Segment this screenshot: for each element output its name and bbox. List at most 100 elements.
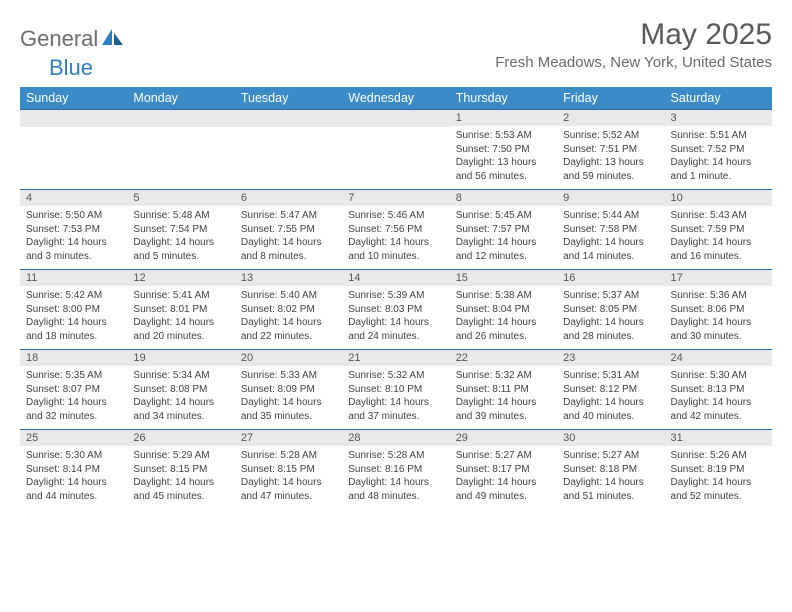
weekday-header: Sunday [20, 87, 127, 110]
sunrise-line: Sunrise: 5:50 AM [26, 209, 121, 223]
weekday-header: Tuesday [235, 87, 342, 110]
day-info: Sunrise: 5:46 AMSunset: 7:56 PMDaylight:… [342, 206, 449, 269]
sunset-line: Sunset: 8:11 PM [456, 383, 551, 397]
day-info: Sunrise: 5:42 AMSunset: 8:00 PMDaylight:… [20, 286, 127, 349]
daylight-line: Daylight: 14 hours and 42 minutes. [671, 396, 766, 423]
sunrise-line: Sunrise: 5:27 AM [456, 449, 551, 463]
daylight-line: Daylight: 14 hours and 22 minutes. [241, 316, 336, 343]
weekday-header: Wednesday [342, 87, 449, 110]
day-number: 5 [127, 190, 234, 206]
calendar-cell [235, 110, 342, 190]
day-info: Sunrise: 5:27 AMSunset: 8:18 PMDaylight:… [557, 446, 664, 509]
sunset-line: Sunset: 8:13 PM [671, 383, 766, 397]
sunrise-line: Sunrise: 5:26 AM [671, 449, 766, 463]
sunrise-line: Sunrise: 5:43 AM [671, 209, 766, 223]
daylight-line: Daylight: 14 hours and 20 minutes. [133, 316, 228, 343]
calendar-cell: 22Sunrise: 5:32 AMSunset: 8:11 PMDayligh… [450, 350, 557, 430]
daylight-line: Daylight: 14 hours and 24 minutes. [348, 316, 443, 343]
sunset-line: Sunset: 8:16 PM [348, 463, 443, 477]
sunrise-line: Sunrise: 5:27 AM [563, 449, 658, 463]
day-number: 27 [235, 430, 342, 446]
daylight-line: Daylight: 14 hours and 3 minutes. [26, 236, 121, 263]
calendar-cell: 14Sunrise: 5:39 AMSunset: 8:03 PMDayligh… [342, 270, 449, 350]
calendar-row: 4Sunrise: 5:50 AMSunset: 7:53 PMDaylight… [20, 190, 772, 270]
sunset-line: Sunset: 8:19 PM [671, 463, 766, 477]
sunrise-line: Sunrise: 5:48 AM [133, 209, 228, 223]
sunset-line: Sunset: 8:15 PM [133, 463, 228, 477]
day-info: Sunrise: 5:30 AMSunset: 8:13 PMDaylight:… [665, 366, 772, 429]
day-info: Sunrise: 5:35 AMSunset: 8:07 PMDaylight:… [20, 366, 127, 429]
daylight-line: Daylight: 14 hours and 16 minutes. [671, 236, 766, 263]
weekday-header: Saturday [665, 87, 772, 110]
sunrise-line: Sunrise: 5:36 AM [671, 289, 766, 303]
calendar-cell: 23Sunrise: 5:31 AMSunset: 8:12 PMDayligh… [557, 350, 664, 430]
daylight-line: Daylight: 14 hours and 28 minutes. [563, 316, 658, 343]
calendar-cell: 11Sunrise: 5:42 AMSunset: 8:00 PMDayligh… [20, 270, 127, 350]
daylight-line: Daylight: 14 hours and 8 minutes. [241, 236, 336, 263]
day-info: Sunrise: 5:30 AMSunset: 8:14 PMDaylight:… [20, 446, 127, 509]
day-info: Sunrise: 5:45 AMSunset: 7:57 PMDaylight:… [450, 206, 557, 269]
sunrise-line: Sunrise: 5:38 AM [456, 289, 551, 303]
day-number [20, 110, 127, 127]
day-info: Sunrise: 5:36 AMSunset: 8:06 PMDaylight:… [665, 286, 772, 349]
sunrise-line: Sunrise: 5:31 AM [563, 369, 658, 383]
sunrise-line: Sunrise: 5:28 AM [241, 449, 336, 463]
daylight-line: Daylight: 14 hours and 30 minutes. [671, 316, 766, 343]
day-number: 8 [450, 190, 557, 206]
sunrise-line: Sunrise: 5:33 AM [241, 369, 336, 383]
day-info: Sunrise: 5:38 AMSunset: 8:04 PMDaylight:… [450, 286, 557, 349]
daylight-line: Daylight: 13 hours and 59 minutes. [563, 156, 658, 183]
calendar-cell: 7Sunrise: 5:46 AMSunset: 7:56 PMDaylight… [342, 190, 449, 270]
sunrise-line: Sunrise: 5:40 AM [241, 289, 336, 303]
day-info: Sunrise: 5:44 AMSunset: 7:58 PMDaylight:… [557, 206, 664, 269]
day-number: 20 [235, 350, 342, 366]
day-info: Sunrise: 5:27 AMSunset: 8:17 PMDaylight:… [450, 446, 557, 509]
sunset-line: Sunset: 8:17 PM [456, 463, 551, 477]
calendar-cell: 29Sunrise: 5:27 AMSunset: 8:17 PMDayligh… [450, 430, 557, 510]
day-number: 29 [450, 430, 557, 446]
day-info: Sunrise: 5:32 AMSunset: 8:11 PMDaylight:… [450, 366, 557, 429]
sunset-line: Sunset: 8:01 PM [133, 303, 228, 317]
calendar-cell: 24Sunrise: 5:30 AMSunset: 8:13 PMDayligh… [665, 350, 772, 430]
weekday-header: Thursday [450, 87, 557, 110]
calendar-cell [20, 110, 127, 190]
sunset-line: Sunset: 7:50 PM [456, 143, 551, 157]
sunrise-line: Sunrise: 5:45 AM [456, 209, 551, 223]
sunset-line: Sunset: 8:04 PM [456, 303, 551, 317]
day-number: 31 [665, 430, 772, 446]
weekday-header: Monday [127, 87, 234, 110]
daylight-line: Daylight: 14 hours and 14 minutes. [563, 236, 658, 263]
calendar-cell: 15Sunrise: 5:38 AMSunset: 8:04 PMDayligh… [450, 270, 557, 350]
day-info: Sunrise: 5:53 AMSunset: 7:50 PMDaylight:… [450, 126, 557, 189]
day-info: Sunrise: 5:31 AMSunset: 8:12 PMDaylight:… [557, 366, 664, 429]
sunset-line: Sunset: 8:07 PM [26, 383, 121, 397]
day-info: Sunrise: 5:40 AMSunset: 8:02 PMDaylight:… [235, 286, 342, 349]
day-info: Sunrise: 5:28 AMSunset: 8:15 PMDaylight:… [235, 446, 342, 509]
calendar-cell: 28Sunrise: 5:28 AMSunset: 8:16 PMDayligh… [342, 430, 449, 510]
day-info: Sunrise: 5:37 AMSunset: 8:05 PMDaylight:… [557, 286, 664, 349]
calendar-cell: 8Sunrise: 5:45 AMSunset: 7:57 PMDaylight… [450, 190, 557, 270]
sunset-line: Sunset: 8:09 PM [241, 383, 336, 397]
sunset-line: Sunset: 7:52 PM [671, 143, 766, 157]
calendar-cell: 1Sunrise: 5:53 AMSunset: 7:50 PMDaylight… [450, 110, 557, 190]
sunset-line: Sunset: 8:12 PM [563, 383, 658, 397]
day-number [127, 110, 234, 127]
day-number: 18 [20, 350, 127, 366]
daylight-line: Daylight: 14 hours and 34 minutes. [133, 396, 228, 423]
calendar-cell: 2Sunrise: 5:52 AMSunset: 7:51 PMDaylight… [557, 110, 664, 190]
sunset-line: Sunset: 7:57 PM [456, 223, 551, 237]
daylight-line: Daylight: 14 hours and 52 minutes. [671, 476, 766, 503]
calendar-row: 25Sunrise: 5:30 AMSunset: 8:14 PMDayligh… [20, 430, 772, 510]
day-info: Sunrise: 5:41 AMSunset: 8:01 PMDaylight:… [127, 286, 234, 349]
sail-icon [102, 28, 124, 51]
day-number: 2 [557, 110, 664, 126]
calendar-cell: 17Sunrise: 5:36 AMSunset: 8:06 PMDayligh… [665, 270, 772, 350]
daylight-line: Daylight: 14 hours and 45 minutes. [133, 476, 228, 503]
sunset-line: Sunset: 7:58 PM [563, 223, 658, 237]
day-info: Sunrise: 5:48 AMSunset: 7:54 PMDaylight:… [127, 206, 234, 269]
daylight-line: Daylight: 14 hours and 10 minutes. [348, 236, 443, 263]
sunset-line: Sunset: 8:18 PM [563, 463, 658, 477]
calendar-cell: 5Sunrise: 5:48 AMSunset: 7:54 PMDaylight… [127, 190, 234, 270]
sunset-line: Sunset: 8:03 PM [348, 303, 443, 317]
sunrise-line: Sunrise: 5:32 AM [456, 369, 551, 383]
